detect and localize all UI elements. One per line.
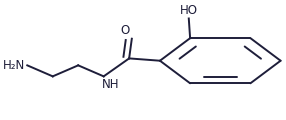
Text: H₂N: H₂N	[3, 59, 25, 72]
Text: O: O	[120, 24, 130, 37]
Text: HO: HO	[180, 4, 198, 17]
Text: NH: NH	[102, 78, 120, 90]
